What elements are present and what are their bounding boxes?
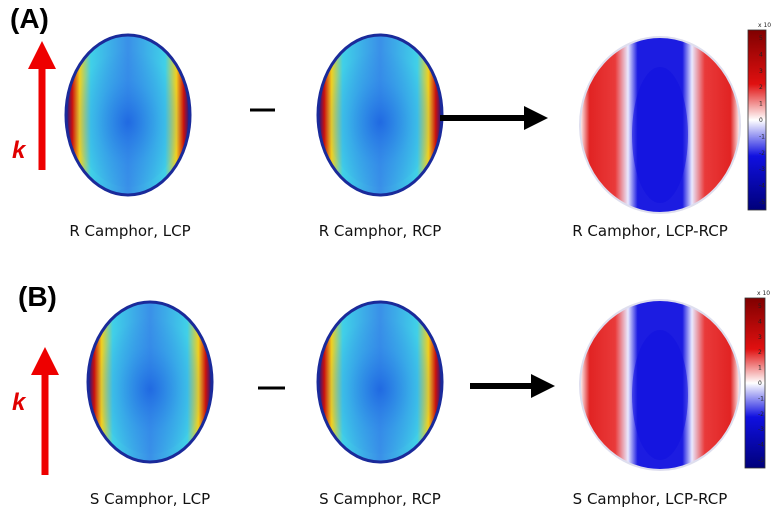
colorbar-tick-label: 4 <box>758 318 762 325</box>
caption: S Camphor, LCP <box>90 490 210 508</box>
colorbar-tick-label: 4 <box>759 51 763 58</box>
caption: R Camphor, RCP <box>319 222 442 240</box>
detector-core <box>73 43 183 187</box>
difference-core <box>632 67 688 203</box>
panel-label: (B) <box>18 281 57 312</box>
caption: R Camphor, LCP <box>69 222 190 240</box>
panel-label: (A) <box>10 3 49 34</box>
colorbar-tick-label: -4 <box>758 442 764 449</box>
detector-core <box>325 310 435 454</box>
panel: (B) k x 10 5 4 3 2 1 0 -1 -2 -3 -4 -5 S Camphor, LCP S … <box>12 281 770 508</box>
colorbar-tick-label: -5 <box>759 199 765 206</box>
colorbar-tick-label: 5 <box>758 303 762 310</box>
colorbar-tick-label: 5 <box>759 35 763 42</box>
colorbar-tick-label: -1 <box>759 133 765 140</box>
caption: R Camphor, LCP-RCP <box>572 222 728 240</box>
difference-core <box>632 330 688 460</box>
colorbar-tick-label: 1 <box>758 365 762 372</box>
colorbar-tick-label: 3 <box>759 68 763 75</box>
caption: S Camphor, LCP-RCP <box>573 490 728 508</box>
figure: (A) k x 10 5 4 3 2 1 0 -1 -2 -3 -4 -5 R Camphor, LCP R … <box>0 0 778 510</box>
k-label: k <box>12 389 27 416</box>
colorbar-tick-label: -5 <box>758 457 764 464</box>
colorbar-tick-label: 3 <box>758 334 762 341</box>
detector-core <box>325 43 435 187</box>
colorbar-tick-label: -3 <box>758 426 764 433</box>
colorbar-exponent: x 10 <box>758 22 771 29</box>
colorbar-tick-label: -3 <box>759 166 765 173</box>
detector-core <box>95 310 205 454</box>
colorbar-tick-label: -1 <box>758 395 764 402</box>
colorbar-tick-label: -2 <box>759 150 765 157</box>
colorbar-tick-label: -4 <box>759 183 765 190</box>
colorbar-tick-label: 0 <box>758 380 762 387</box>
k-label: k <box>12 137 27 164</box>
colorbar-tick-label: -2 <box>758 411 764 418</box>
caption: S Camphor, RCP <box>319 490 441 508</box>
colorbar-tick-label: 1 <box>759 101 763 108</box>
colorbar-tick-label: 2 <box>759 84 763 91</box>
panel: (A) k x 10 5 4 3 2 1 0 -1 -2 -3 -4 -5 R Camphor, LCP R … <box>10 3 771 240</box>
colorbar-tick-label: 2 <box>758 349 762 356</box>
colorbar-tick-label: 0 <box>759 117 763 124</box>
colorbar-exponent: x 10 <box>757 290 770 297</box>
